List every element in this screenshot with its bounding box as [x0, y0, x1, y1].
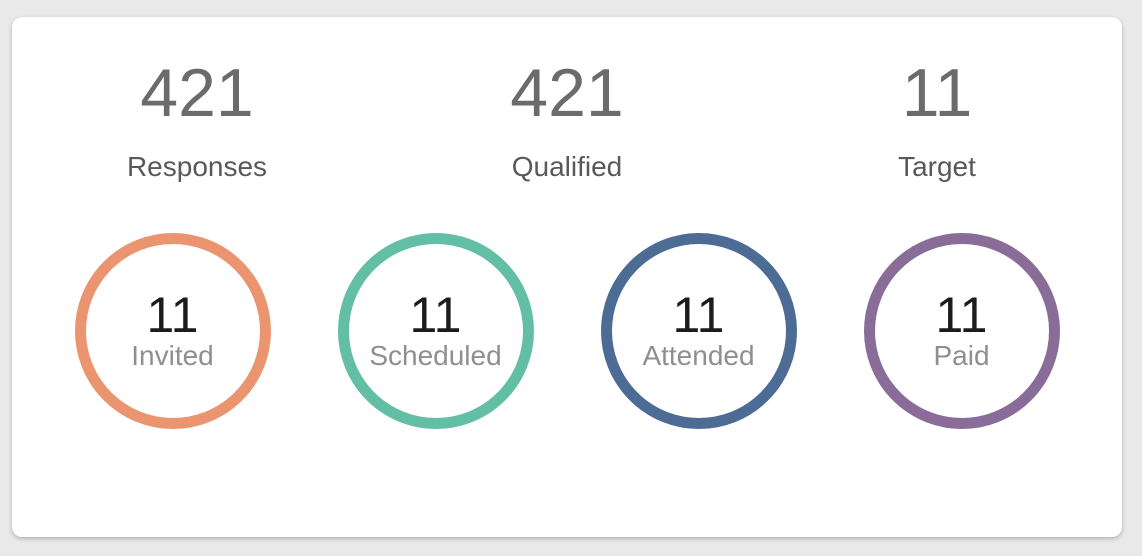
qualified-value: 421	[510, 55, 624, 131]
paid-label: Paid	[933, 340, 990, 372]
circle-attended: 11 Attended	[600, 233, 797, 429]
invited-label: Invited	[131, 340, 214, 372]
target-label: Target	[898, 151, 976, 182]
circle-paid: 11 Paid	[863, 233, 1060, 429]
scheduled-value: 11	[409, 287, 462, 344]
paid-value: 11	[935, 287, 988, 344]
stat-qualified: 421 Qualified	[382, 59, 752, 183]
invited-value: 11	[146, 287, 199, 344]
responses-value: 421	[140, 55, 254, 131]
scheduled-label: Scheduled	[369, 340, 502, 372]
attended-value: 11	[672, 287, 725, 344]
circle-scheduled: 11 Scheduled	[337, 233, 534, 429]
circle-invited: 11 Invited	[74, 233, 271, 429]
responses-label: Responses	[126, 151, 268, 182]
target-value: 11	[901, 55, 973, 131]
summary-stats-row: 421 Responses 421 Qualified 11 Target	[12, 17, 1122, 183]
qualified-label: Qualified	[511, 151, 623, 182]
stat-responses: 421 Responses	[12, 59, 382, 183]
attended-label: Attended	[642, 340, 755, 372]
stat-target: 11 Target	[752, 59, 1122, 183]
funnel-circles-row: 11 Invited 11 Scheduled 11 Attended 11 P…	[12, 233, 1122, 429]
stats-card: 421 Responses 421 Qualified 11 Target 11…	[12, 17, 1122, 537]
